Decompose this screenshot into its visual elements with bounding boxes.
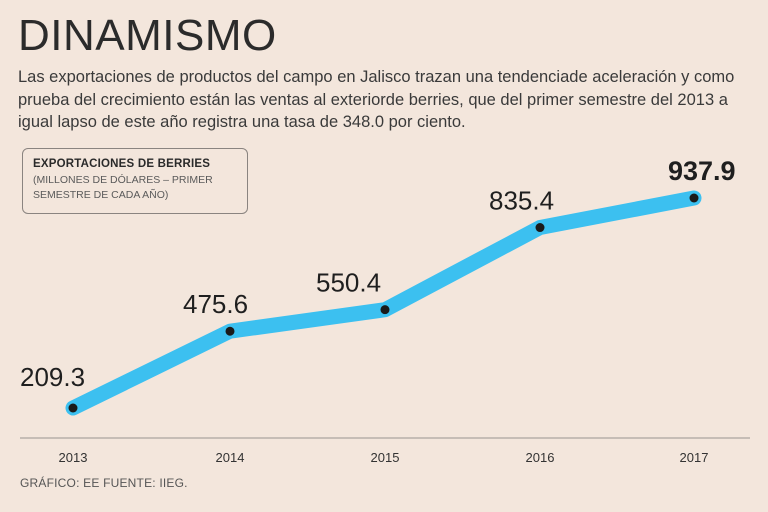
- data-label-2013: 209.3: [20, 362, 85, 392]
- data-point-2016: [535, 223, 545, 233]
- x-tick-label-2016: 2016: [526, 450, 555, 465]
- x-tick-label-2014: 2014: [216, 450, 245, 465]
- chart-subtitle: (MILLONES DE DÓLARES – PRIMER SEMESTRE D…: [33, 174, 213, 201]
- source-credit: GRÁFICO: EE FUENTE: IIEG.: [20, 476, 188, 490]
- data-point-2014: [225, 326, 235, 336]
- data-point-2017: [689, 193, 699, 203]
- x-tick-label-2017: 2017: [680, 450, 709, 465]
- page-title: DINAMISMO: [18, 11, 277, 60]
- x-tick-label-2013: 2013: [59, 450, 88, 465]
- data-label-2016: 835.4: [489, 186, 554, 216]
- intro-paragraph: Las exportaciones de productos del campo…: [18, 68, 735, 131]
- data-point-2015: [380, 305, 390, 315]
- data-label-2017: 937.9: [668, 156, 736, 186]
- series-line: [65, 190, 702, 416]
- chart-title: EXPORTACIONES DE BERRIES: [33, 158, 211, 170]
- data-label-2015: 550.4: [316, 268, 381, 298]
- data-point-2013: [68, 403, 78, 413]
- data-label-2014: 475.6: [183, 289, 248, 319]
- x-tick-label-2015: 2015: [371, 450, 400, 465]
- chart-legend-box: EXPORTACIONES DE BERRIES (MILLONES DE DÓ…: [22, 148, 248, 214]
